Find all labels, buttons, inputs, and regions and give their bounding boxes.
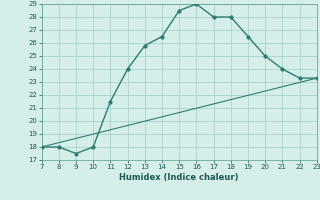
X-axis label: Humidex (Indice chaleur): Humidex (Indice chaleur)	[119, 173, 239, 182]
